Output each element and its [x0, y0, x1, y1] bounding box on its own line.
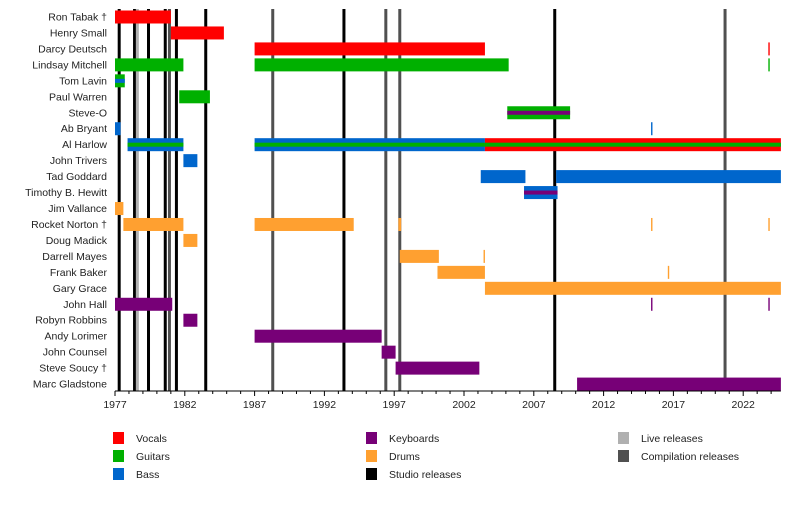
- member-label: John Hall: [63, 299, 107, 311]
- member-bar: [115, 58, 184, 72]
- legend-label: Live releases: [641, 433, 703, 445]
- member-bar: [115, 202, 124, 216]
- member-bar: [651, 122, 653, 136]
- member-bar-secondary-role: [115, 78, 125, 83]
- x-tick-label: 2017: [662, 399, 686, 411]
- legend-label: Vocals: [136, 433, 167, 445]
- x-tick-label: 1992: [313, 399, 337, 411]
- x-tick-label: 1982: [173, 399, 197, 411]
- member-bar: [183, 154, 198, 168]
- x-tick-label: 1977: [103, 399, 127, 411]
- member-bar: [667, 265, 670, 279]
- member-bar-secondary-role: [524, 190, 558, 195]
- member-bar: [395, 361, 480, 375]
- member-label: Marc Gladstone: [33, 379, 107, 391]
- x-tick-label: 1997: [383, 399, 407, 411]
- member-bar: [170, 26, 224, 40]
- x-tick-label: 2007: [522, 399, 546, 411]
- legend-swatch: [113, 450, 124, 462]
- legend-swatch: [366, 468, 377, 480]
- x-tick-label: 2012: [592, 399, 616, 411]
- member-bar: [254, 58, 509, 72]
- member-bar: [651, 297, 653, 311]
- member-labels: Ron Tabak † Henry Small Darcy Deutsch Linds…: [25, 12, 108, 391]
- member-bar: [381, 345, 396, 359]
- member-label: John Trivers: [50, 155, 107, 167]
- member-bars: [115, 10, 781, 391]
- legend-swatch: [618, 450, 629, 462]
- member-bar: [399, 249, 439, 263]
- member-bar: [484, 281, 781, 295]
- member-label: Henry Small: [50, 27, 107, 39]
- member-bar-secondary-role: [507, 110, 571, 115]
- member-bar: [768, 297, 770, 311]
- member-bar: [115, 122, 121, 136]
- member-bar: [254, 329, 382, 343]
- x-tick-label: 2002: [452, 399, 476, 411]
- member-label: Paul Warren: [49, 91, 107, 103]
- x-tick-label: 2022: [732, 399, 756, 411]
- legend-swatch: [113, 432, 124, 444]
- member-label: Doug Madick: [46, 235, 108, 247]
- member-bar: [115, 297, 173, 311]
- member-bar: [556, 170, 781, 184]
- member-bar: [651, 217, 653, 231]
- member-label: Ab Bryant: [61, 123, 107, 135]
- x-tick-label: 1987: [243, 399, 267, 411]
- legend-label: Bass: [136, 469, 159, 481]
- legend-swatch: [618, 432, 629, 444]
- member-label: Tad Goddard: [46, 171, 107, 183]
- member-label: Rocket Norton †: [31, 219, 107, 231]
- member-bar: [480, 170, 526, 184]
- legend-label: Keyboards: [389, 433, 439, 445]
- member-label: Timothy B. Hewitt: [25, 187, 107, 199]
- legend-swatch: [113, 468, 124, 480]
- member-bar: [577, 377, 781, 391]
- member-bar: [768, 58, 770, 72]
- member-bar: [398, 217, 402, 231]
- legend-label: Drums: [389, 451, 420, 463]
- member-bar: [115, 10, 171, 24]
- member-label: Steve-O: [68, 107, 107, 119]
- member-bar-secondary-role: [484, 142, 781, 147]
- member-bar: [437, 265, 485, 279]
- member-bar: [123, 217, 184, 231]
- member-label: Andy Lorimer: [45, 331, 108, 343]
- member-label: Lindsay Mitchell: [32, 59, 107, 71]
- member-label: Robyn Robbins: [35, 315, 107, 327]
- release-lines: [117, 9, 727, 391]
- member-label: Gary Grace: [53, 283, 107, 295]
- legend-label: Guitars: [136, 451, 170, 463]
- member-bar: [768, 42, 770, 56]
- member-label: Tom Lavin: [59, 75, 107, 87]
- x-axis: 1977 1982 1987 1992 1997 2002 2007 2012 2017 2022: [103, 390, 781, 411]
- member-label: Al Harlow: [62, 139, 107, 151]
- legend-swatch: [366, 432, 377, 444]
- member-bar: [179, 90, 210, 104]
- member-bar: [254, 217, 354, 231]
- member-label: Jim Vallance: [48, 203, 107, 215]
- legend-swatch: [366, 450, 377, 462]
- member-bar: [483, 249, 485, 263]
- member-label: Darcy Deutsch: [38, 43, 107, 55]
- member-label: Ron Tabak †: [48, 12, 107, 24]
- member-bar: [183, 233, 198, 247]
- legend-label: Compilation releases: [641, 451, 739, 463]
- member-bar: [183, 313, 198, 327]
- legend-label: Studio releases: [389, 469, 461, 481]
- member-label: Darrell Mayes: [42, 251, 107, 263]
- member-bar: [768, 217, 770, 231]
- legend: Vocals Guitars Bass Keyboards Drums Studio re…: [113, 432, 739, 481]
- member-bar-secondary-role: [254, 142, 485, 147]
- member-bar: [254, 42, 485, 56]
- member-label: John Counsel: [43, 347, 107, 359]
- member-label: Steve Soucy †: [39, 363, 107, 375]
- member-bar-secondary-role: [127, 142, 184, 147]
- member-label: Frank Baker: [50, 267, 108, 279]
